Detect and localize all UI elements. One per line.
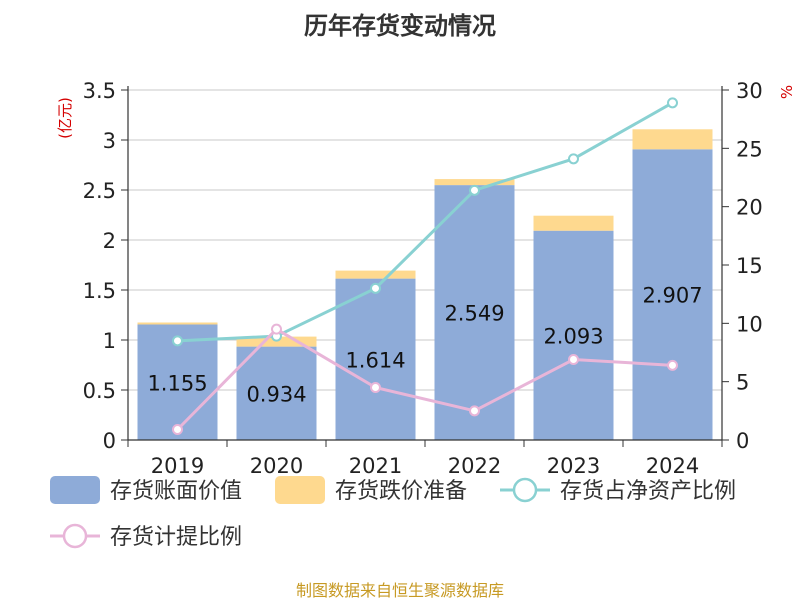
bar-book-value (335, 278, 416, 440)
line-net-asset-ratio (177, 101, 674, 343)
right-tick-label: 10 (736, 312, 763, 336)
bar-impairment-provision (533, 215, 614, 231)
bar-book-value (236, 346, 317, 440)
bar-book-value (533, 230, 614, 440)
bar-book-value (632, 149, 713, 441)
legend-swatch (50, 476, 100, 504)
x-tick-label: 2022 (448, 454, 501, 478)
legend-label: 存货账面价值 (110, 479, 242, 504)
line-provision-ratio (176, 327, 673, 431)
x-tick-label: 2024 (646, 454, 699, 478)
left-tick-label: 2.5 (83, 179, 116, 203)
point-net-asset-ratio (667, 97, 678, 109)
data-source-note: 制图数据来自恒生聚源数据库 (295, 581, 504, 600)
x-tick-label: 2020 (250, 454, 303, 478)
right-tick-label: 5 (736, 371, 749, 395)
bar-impairment-provision (335, 270, 416, 279)
left-tick-label: 1.5 (83, 279, 116, 303)
legend-swatch (275, 476, 325, 504)
legend-swatch-marker (62, 523, 88, 549)
legend-label: 存货计提比例 (110, 525, 242, 550)
bar-impairment-provision (137, 322, 218, 325)
right-tick-label: 25 (736, 137, 763, 161)
point-provision-ratio (370, 382, 381, 393)
bar-value-label: 2.907 (642, 284, 702, 308)
bar-impairment-provision (632, 129, 713, 150)
point-provision-ratio (172, 424, 183, 435)
bar-impairment-provision (434, 179, 515, 186)
bar-value-label: 1.614 (345, 348, 405, 372)
left-tick-label: 2 (103, 229, 116, 253)
point-net-asset-ratio (568, 153, 579, 165)
x-tick-label: 2021 (349, 454, 402, 478)
point-provision-ratio (568, 354, 579, 365)
point-provision-ratio (469, 405, 480, 417)
right-tick-label: 30 (736, 79, 763, 103)
point-net-asset-ratio (172, 335, 183, 347)
chart-title: 历年存货变动情况 (304, 12, 496, 40)
x-tick-label: 2023 (547, 454, 600, 478)
bar-value-label: 2.549 (444, 302, 504, 326)
left-tick-label: 1 (103, 329, 116, 353)
left-tick-label: 0 (103, 429, 116, 453)
right-tick-label: 20 (736, 196, 763, 220)
left-tick-label: 3.5 (83, 79, 116, 103)
right-axis-unit: % (778, 85, 796, 99)
right-tick-label: 15 (736, 254, 763, 278)
legend-label: 存货跌价准备 (335, 479, 467, 504)
bar-value-label: 2.093 (543, 324, 603, 348)
point-net-asset-ratio (469, 184, 480, 196)
left-axis-unit: (亿元) (56, 97, 74, 139)
legend-swatch-marker (512, 477, 538, 503)
legend-label: 存货占净资产比例 (560, 479, 736, 504)
x-tick-label: 2019 (151, 454, 204, 478)
left-tick-label: 3 (103, 129, 116, 153)
left-tick-label: 0.5 (83, 379, 116, 403)
point-provision-ratio (271, 323, 282, 335)
bar-value-label: 0.934 (246, 382, 306, 406)
right-tick-label: 0 (736, 429, 749, 453)
point-net-asset-ratio (370, 282, 381, 294)
bar-value-label: 1.155 (147, 371, 207, 395)
point-provision-ratio (667, 359, 678, 371)
